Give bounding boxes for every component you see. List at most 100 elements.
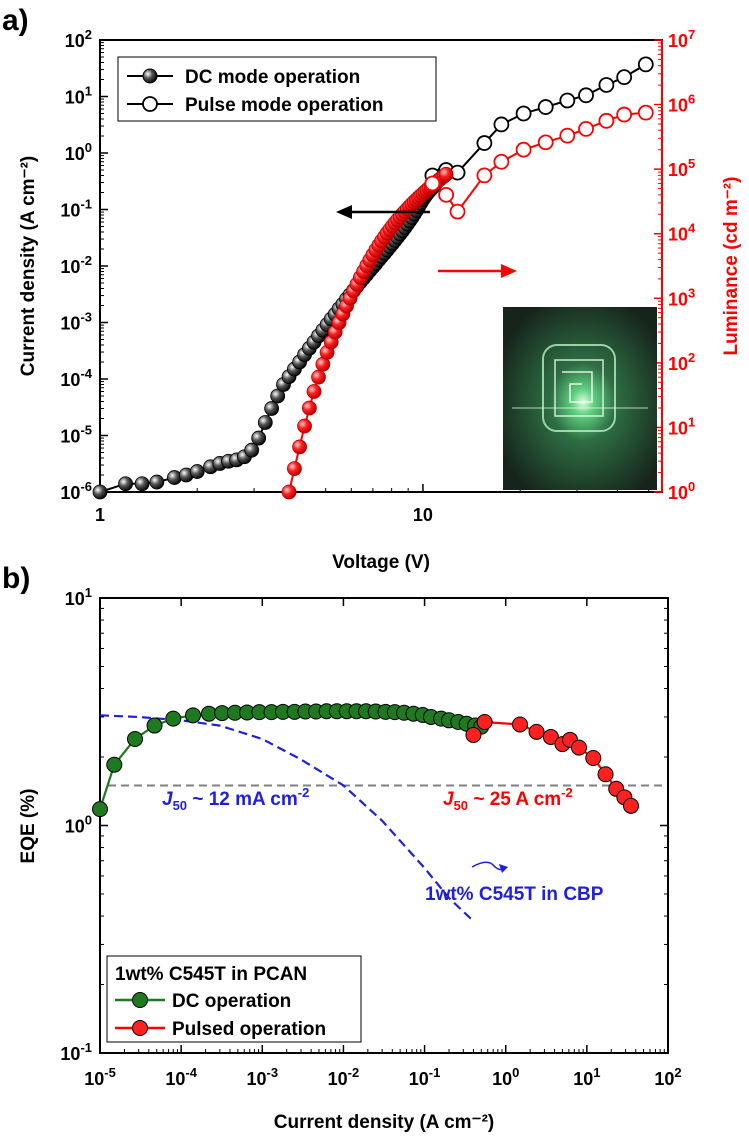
panel-a-markers [92,56,654,500]
panel-a-x-ticks: 1 10 [95,484,650,525]
panel-a-left-ticks: 10-6 10-5 10-4 10-3 10-2 10-1 100 101 102 [60,27,108,503]
a-right-tick-label: 103 [668,285,695,309]
a-point-3 [637,104,654,121]
b-x-tick-label: 102 [654,1065,681,1089]
b-point-1 [528,723,545,740]
b-point-1 [597,766,614,783]
a-left-tick-label: 10-2 [60,253,92,277]
cbp-series-label: 1wt% C545T in CBP [425,884,604,905]
a-point-2 [287,461,302,477]
panel-a-arrow-right [438,264,517,278]
b-point-1 [570,739,587,756]
a-point-3 [559,127,576,144]
a-right-tick-label: 107 [668,27,695,51]
a-point-0 [118,476,133,492]
a-point-0 [264,401,280,416]
b-point-1 [542,728,559,745]
a-point-1 [515,105,532,122]
b-x-tick-label: 10-3 [246,1065,278,1089]
legend-pulse-marker [142,96,158,112]
legend-pulsed-operation-label: Pulsed operation [172,1019,326,1040]
a-left-tick-label: 100 [65,140,92,164]
legend-pulsed-operation-marker [132,1020,148,1036]
a-left-tick-label: 102 [65,27,92,51]
panel-a-ylabel-left: Current density (A cm⁻²) [18,156,39,376]
a-point-2 [311,369,326,385]
a-point-1 [537,99,554,115]
a-point-2 [292,439,307,455]
b-point-1 [465,726,482,743]
panel-b-xlabel: Current density (A cm⁻²) [274,1112,494,1133]
b-series-line-2 [99,714,475,922]
legend-pulse-label: Pulse mode operation [185,95,383,116]
panel-a-legend: DC mode operation Pulse mode operation [117,56,437,122]
a-point-2 [297,418,312,434]
b-y-tick-label: 101 [65,585,92,609]
a-point-3 [598,112,615,129]
legend-dc-marker [142,68,158,84]
legend-dc-operation-marker [132,992,148,1008]
a-right-tick-label: 102 [668,350,695,374]
b-point-0 [106,756,123,773]
b-point-1 [476,714,493,731]
b-point-1 [623,797,640,814]
b-y-tick-label: 10-1 [60,1040,92,1064]
a-point-1 [493,116,510,133]
b-x-tick-label: 101 [573,1065,600,1089]
a-right-tick-label: 105 [668,156,695,180]
a-point-3 [424,175,441,192]
a-left-tick-label: 101 [65,84,92,108]
panel-a-right-ticks: 100 101 102 103 104 105 106 107 [654,27,696,503]
b-x-tick-label: 100 [492,1065,519,1089]
b-point-0 [185,707,202,724]
legend-dc-label: DC mode operation [185,67,360,88]
a-left-tick-label: 10-6 [60,479,92,503]
j50-blue-annotation: J50 ~ 12 mA cm-2 [162,785,309,813]
a-right-tick-label: 106 [668,92,695,116]
panel-label-b: b) [2,562,30,595]
a-point-0 [149,474,165,490]
a-right-tick-label: 104 [668,221,696,245]
a-left-tick-label: 10-3 [60,310,92,334]
legend-b-title: 1wt% C545T in PCAN [115,964,307,985]
a-right-tick-label: 101 [668,414,695,438]
b-point-0 [92,801,108,818]
a-x-tick-label: 10 [413,505,433,525]
a-point-0 [244,442,260,458]
a-point-1 [559,92,576,109]
b-point-0 [146,717,163,734]
panel-b-legend: 1wt% C545T in PCAN DC operation Pulsed o… [106,955,362,1043]
b-x-tick-label: 10-5 [84,1065,116,1089]
a-point-0 [257,415,273,430]
a-point-2 [301,400,317,416]
legend-dc-operation-label: DC operation [172,991,291,1012]
b-y-tick-label: 100 [65,813,92,837]
b-x-tick-label: 10-4 [165,1065,197,1089]
panel-a-xlabel: Voltage (V) [332,552,430,573]
a-point-3 [476,167,493,184]
b-x-tick-label: 10-1 [409,1065,441,1089]
a-point-3 [537,134,554,151]
a-point-3 [578,120,594,137]
panel-b-chart: 10-1 100 101 10-5 10-4 10-3 10-2 10-1 100 101 102… [18,585,682,1133]
b-x-tick-label: 10-2 [328,1065,360,1089]
a-point-0 [134,476,150,492]
panel-a-ylabel-right: Luminance (cd m⁻²) [721,177,742,356]
a-point-1 [616,69,633,86]
a-point-3 [493,153,510,170]
a-point-1 [637,56,654,73]
a-left-tick-label: 10-1 [60,197,92,221]
a-point-0 [189,464,205,479]
a-series-line-3 [431,111,646,214]
a-point-1 [476,135,493,151]
panel-b-markers [92,703,640,818]
a-right-tick-label: 100 [668,479,695,503]
a-point-3 [515,141,532,158]
panel-a-arrow-left [336,205,430,219]
a-x-tick-label: 1 [95,505,105,525]
a-point-0 [92,484,108,500]
b-point-1 [512,716,529,733]
panel-b-x-ticks: 10-5 10-4 10-3 10-2 10-1 100 101 102 [84,598,682,1089]
